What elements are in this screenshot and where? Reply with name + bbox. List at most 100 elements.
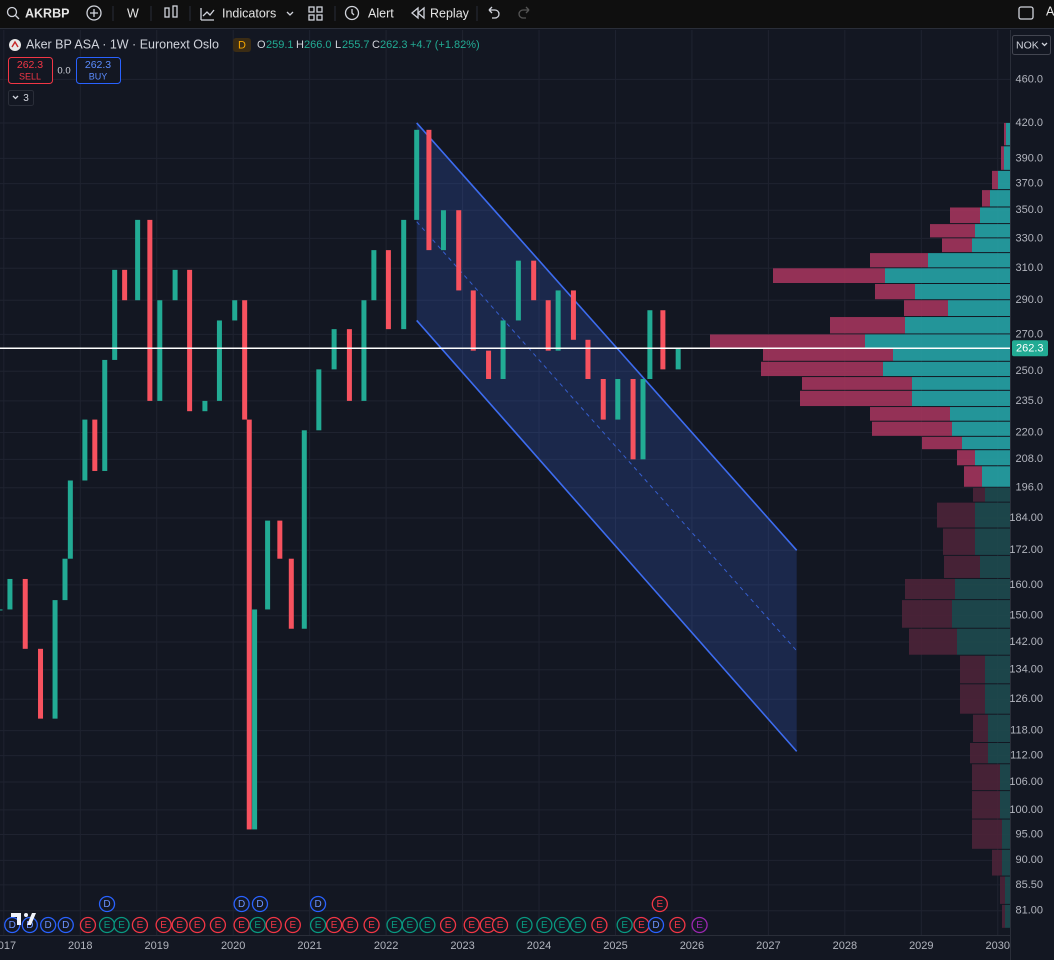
- profile-down: [970, 742, 988, 764]
- symbol-search[interactable]: AKRBP: [6, 6, 70, 20]
- candle: [22, 578, 28, 649]
- event-marker: [536, 916, 553, 934]
- indicators-label[interactable]: Indicators: [222, 6, 276, 20]
- profile-up: [988, 714, 1010, 742]
- compare-button[interactable]: [86, 5, 102, 21]
- sell-label[interactable]: SELL: [19, 71, 41, 81]
- event-marker: [155, 916, 172, 934]
- fullscreen-button[interactable]: [1018, 6, 1034, 20]
- account[interactable]: A: [1046, 4, 1054, 18]
- profile-up: [952, 600, 1010, 628]
- candle: [277, 520, 283, 559]
- collapsed-count[interactable]: 3: [23, 93, 29, 104]
- event-marker: [651, 895, 668, 913]
- y-tick-label: 420.0: [1015, 117, 1043, 129]
- event-marker: [40, 916, 57, 934]
- event-marker: [439, 916, 457, 934]
- profile-up: [975, 528, 1010, 555]
- currency[interactable]: NOK: [1016, 39, 1039, 51]
- replay-label[interactable]: Replay: [430, 6, 470, 20]
- profile-up: [980, 555, 1010, 578]
- event-label: D: [62, 920, 69, 931]
- event-label: D: [103, 899, 110, 910]
- y-tick-label: 235.0: [1015, 395, 1043, 407]
- x-tick-label: 2030: [986, 940, 1010, 952]
- alert-label[interactable]: Alert: [368, 6, 394, 20]
- y-tick-label: 95.00: [1015, 828, 1043, 840]
- profile-down: [1000, 876, 1005, 904]
- event-marker: [233, 895, 250, 913]
- currency-button[interactable]: NOK: [1012, 35, 1051, 55]
- profile-up: [972, 238, 1010, 253]
- event-marker: [79, 916, 97, 934]
- buy-button[interactable]: 262.3 BUY: [76, 57, 121, 84]
- event-label: E: [160, 920, 167, 931]
- profile-down: [972, 819, 1002, 849]
- y-tick-label: 250.0: [1015, 365, 1043, 377]
- profile-up: [990, 190, 1010, 207]
- profile-down: [950, 207, 980, 224]
- profile-up: [950, 407, 1010, 421]
- candle: [401, 219, 407, 330]
- candle: [630, 378, 636, 460]
- redo-button[interactable]: [518, 6, 530, 19]
- candle: [346, 329, 352, 401]
- spread: 0.0: [57, 66, 70, 77]
- candle: [500, 320, 506, 379]
- candle: [147, 219, 153, 401]
- interval[interactable]: W: [127, 6, 139, 20]
- profile-up: [952, 421, 1010, 436]
- profile-down: [710, 334, 865, 348]
- profile-down: [957, 450, 975, 466]
- close-value: 262.3: [380, 39, 408, 51]
- event-label: E: [391, 920, 398, 931]
- event-marker: [251, 895, 269, 913]
- event-label: E: [118, 920, 125, 931]
- profile-down: [909, 628, 957, 655]
- sell-price[interactable]: 262.3: [17, 59, 43, 71]
- candle: [640, 378, 646, 460]
- undo-button[interactable]: [488, 6, 500, 19]
- event-label: D: [45, 920, 52, 931]
- y-tick-label: 290.0: [1015, 294, 1043, 306]
- replay-button[interactable]: Replay: [410, 6, 470, 20]
- profile-down: [1004, 122, 1006, 146]
- symbol[interactable]: AKRBP: [25, 6, 69, 20]
- candle: [545, 300, 551, 351]
- profile-up: [865, 334, 1010, 348]
- event-label: E: [270, 920, 277, 931]
- event-label: D: [652, 920, 659, 931]
- x-tick-label: 2019: [144, 940, 168, 952]
- buy-label[interactable]: BUY: [89, 71, 108, 81]
- sell-button[interactable]: 262.3 SELL: [8, 57, 53, 84]
- chart-type-button[interactable]: [164, 5, 178, 18]
- profile-down: [830, 317, 905, 334]
- candle: [82, 419, 88, 481]
- indicators-button[interactable]: Indicators: [200, 6, 294, 21]
- profile-down: [904, 300, 948, 317]
- open-label: O: [257, 39, 266, 51]
- collapse-button[interactable]: 3: [8, 90, 34, 106]
- event-marker: [363, 916, 380, 934]
- event-marker: [419, 916, 436, 934]
- candle: [361, 300, 367, 401]
- profile-up: [975, 450, 1010, 466]
- profile-up: [962, 436, 1010, 450]
- x-tick-label: 2025: [603, 940, 627, 952]
- candle: [555, 290, 561, 351]
- event-label: D: [238, 899, 245, 910]
- y-tick-label: 172.00: [1009, 544, 1043, 556]
- y-tick-label: 270.0: [1015, 328, 1043, 340]
- buy-price[interactable]: 262.3: [85, 59, 111, 71]
- alert-button[interactable]: Alert: [344, 5, 395, 20]
- high-value: 266.0: [304, 39, 332, 51]
- candle: [38, 648, 44, 719]
- event-marker: [265, 916, 282, 934]
- profile-down: [870, 253, 928, 268]
- badge-bg: [233, 38, 251, 52]
- layouts-button[interactable]: [308, 6, 323, 21]
- profile-up: [975, 502, 1010, 528]
- event-label: E: [674, 920, 681, 931]
- plot: 460.0 420.0 390.0 370.0 350.0 330.0 310.0 290.0…: [0, 30, 1054, 960]
